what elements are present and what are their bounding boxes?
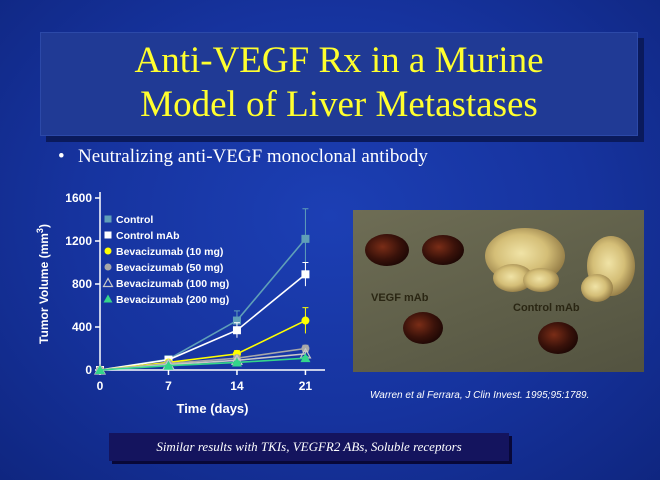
series-5-point-3 [300,353,311,363]
treated-tumor-1 [365,234,409,266]
y-tick-label-3: 1200 [65,234,92,248]
bullet-text: Neutralizing anti-VEGF monoclonal antibo… [78,146,428,167]
legend-label-2: Bevacizumab (10 mg) [116,246,223,258]
y-tick-label-4: 1600 [65,191,92,205]
tumor-specimen-image [365,228,635,354]
series-line-3 [99,347,306,371]
series-2-point-3 [301,316,310,325]
legend-marker-1 [104,231,112,239]
legend-marker-4 [102,277,114,288]
legend-label-3: Bevacizumab (50 mg) [116,262,223,274]
treated-tumor-2 [422,235,464,265]
series-5-point-2 [231,357,242,367]
series-line-1 [99,273,306,371]
x-tick-label-3: 21 [299,379,313,393]
photo-label-vegf-mab: VEGF mAb [371,292,429,304]
slide-title-line-1: Anti-VEGF Rx in a Murine [134,40,544,81]
legend-label-4: Bevacizumab (100 mg) [116,278,229,290]
series-5-point-0 [95,365,105,374]
y-tick-label-0: 0 [85,363,92,377]
legend-label-5: Bevacizumab (200 mg) [116,294,229,306]
legend-marker-5 [103,294,113,303]
bullet-point: • Neutralizing anti-VEGF monoclonal antib… [58,146,428,168]
y-tick-label-1: 400 [72,320,92,334]
legend-label-0: Control [116,214,153,226]
series-0-point-3 [301,234,310,243]
legend-marker-0 [104,215,112,223]
photo-label-control-mab: Control mAb [513,302,580,314]
tumor-volume-chart: 0 400 800 1200 1600 0 7 14 21 Time (days) Tumor Vo… [35,191,325,416]
control-tumor-1 [485,228,565,292]
x-axis-label: Time (days) [176,401,248,416]
x-tick-label-0: 0 [97,379,104,393]
control-tumor-3 [538,322,578,354]
legend-label-1: Control mAb [116,230,180,242]
tumor-specimen-photo: VEGF mAb Control mAb [353,210,644,372]
x-tick-label-1: 7 [165,379,172,393]
legend-marker-3 [104,263,112,271]
treated-tumor-3 [403,312,443,344]
control-tumor-2 [581,236,635,302]
bullet-marker: • [58,146,65,167]
series-5-point-1 [163,360,174,370]
x-tick-label-2: 14 [230,379,244,393]
title-box: Anti-VEGF Rx in a Murine Model of Liver … [40,32,638,136]
legend-marker-2 [104,247,112,255]
series-1-point-2 [232,326,241,335]
y-tick-label-2: 800 [72,277,92,291]
footer-note: Similar results with TKIs, VEGFR2 ABs, S… [109,433,509,461]
series-line-5 [99,357,306,371]
series-1-point-3 [301,270,310,279]
citation-text: Warren et al Ferrara, J Clin Invest. 199… [370,390,590,401]
series-0-point-2 [232,316,241,325]
slide-title-line-2: Model of Liver Metastases [140,84,538,125]
y-axis-label: Tumor Volume (mm3) [35,224,51,344]
